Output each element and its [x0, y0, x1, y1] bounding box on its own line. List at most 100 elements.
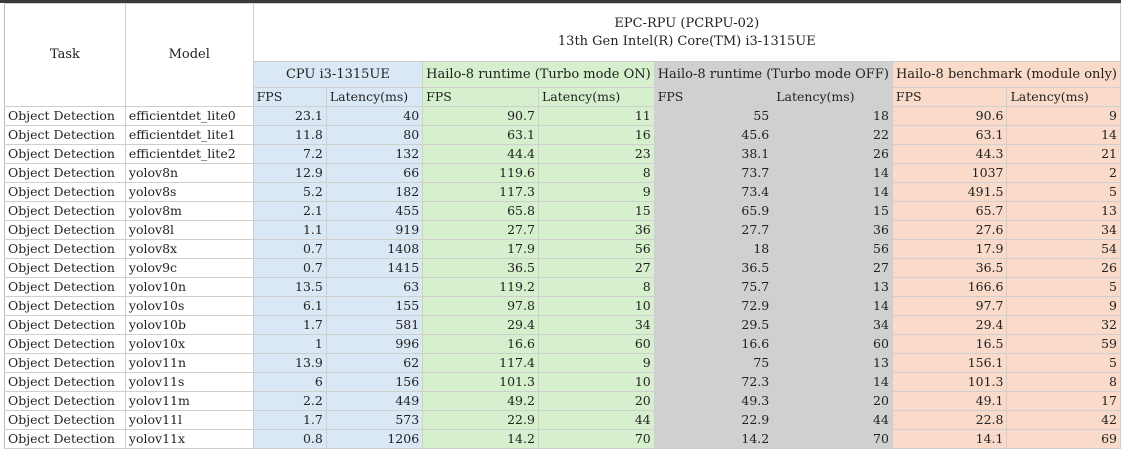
- cpu-latency-cell[interactable]: 182: [325, 182, 424, 202]
- turbo-on-fps-cell[interactable]: 49.2: [422, 391, 539, 411]
- benchmark-fps-cell[interactable]: 1037: [891, 163, 1008, 183]
- turbo-on-latency-cell[interactable]: 11: [537, 106, 655, 126]
- cpu-fps-cell[interactable]: 1: [252, 334, 327, 354]
- benchmark-latency-cell[interactable]: 2: [1006, 163, 1121, 183]
- model-cell[interactable]: yolov10x: [124, 334, 254, 354]
- turbo-on-fps-header[interactable]: FPS: [422, 87, 539, 107]
- task-cell[interactable]: Object Detection: [4, 182, 126, 202]
- model-cell[interactable]: yolov10n: [124, 277, 254, 297]
- benchmark-latency-cell[interactable]: 26: [1006, 258, 1121, 278]
- benchmark-fps-cell[interactable]: 49.1: [891, 391, 1008, 411]
- task-cell[interactable]: Object Detection: [4, 315, 126, 335]
- turbo-on-latency-cell[interactable]: 10: [537, 372, 655, 392]
- task-cell[interactable]: Object Detection: [4, 144, 126, 164]
- group-turbo-off[interactable]: Hailo-8 runtime (Turbo mode OFF): [653, 61, 893, 88]
- benchmark-fps-cell[interactable]: 101.3: [891, 372, 1008, 392]
- cpu-fps-cell[interactable]: 5.2: [252, 182, 327, 202]
- benchmark-fps-cell[interactable]: 156.1: [891, 353, 1008, 373]
- cpu-fps-cell[interactable]: 0.7: [252, 239, 327, 259]
- turbo-off-fps-cell[interactable]: 14.2: [653, 429, 774, 449]
- turbo-off-fps-cell[interactable]: 27.7: [653, 220, 774, 240]
- turbo-on-fps-cell[interactable]: 119.2: [422, 277, 539, 297]
- benchmark-latency-cell[interactable]: 34: [1006, 220, 1121, 240]
- benchmark-latency-header[interactable]: Latency(ms): [1006, 87, 1121, 107]
- benchmark-fps-cell[interactable]: 14.1: [891, 429, 1008, 449]
- turbo-off-latency-cell[interactable]: 22: [772, 125, 893, 145]
- benchmark-fps-cell[interactable]: 65.7: [891, 201, 1008, 221]
- task-cell[interactable]: Object Detection: [4, 163, 126, 183]
- turbo-on-latency-cell[interactable]: 20: [537, 391, 655, 411]
- model-cell[interactable]: yolov8l: [124, 220, 254, 240]
- cpu-latency-cell[interactable]: 132: [325, 144, 424, 164]
- benchmark-fps-cell[interactable]: 29.4: [891, 315, 1008, 335]
- benchmark-latency-cell[interactable]: 32: [1006, 315, 1121, 335]
- cpu-latency-cell[interactable]: 40: [325, 106, 424, 126]
- model-cell[interactable]: yolov11s: [124, 372, 254, 392]
- model-cell[interactable]: yolov11m: [124, 391, 254, 411]
- benchmark-fps-header[interactable]: FPS: [891, 87, 1008, 107]
- turbo-off-fps-header[interactable]: FPS: [653, 87, 774, 107]
- cpu-fps-cell[interactable]: 12.9: [252, 163, 327, 183]
- benchmark-latency-cell[interactable]: 14: [1006, 125, 1121, 145]
- benchmark-latency-cell[interactable]: 9: [1006, 296, 1121, 316]
- group-turbo-on[interactable]: Hailo-8 runtime (Turbo mode ON): [422, 61, 655, 88]
- cpu-latency-cell[interactable]: 919: [325, 220, 424, 240]
- turbo-on-latency-cell[interactable]: 23: [537, 144, 655, 164]
- turbo-off-latency-cell[interactable]: 20: [772, 391, 893, 411]
- model-cell[interactable]: yolov10b: [124, 315, 254, 335]
- benchmark-latency-cell[interactable]: 5: [1006, 353, 1121, 373]
- group-benchmark[interactable]: Hailo-8 benchmark (module only): [891, 61, 1121, 88]
- group-cpu[interactable]: CPU i3-1315UE: [252, 61, 424, 88]
- turbo-off-fps-cell[interactable]: 36.5: [653, 258, 774, 278]
- turbo-on-fps-cell[interactable]: 36.5: [422, 258, 539, 278]
- benchmark-fps-cell[interactable]: 27.6: [891, 220, 1008, 240]
- turbo-off-latency-cell[interactable]: 15: [772, 201, 893, 221]
- turbo-on-latency-cell[interactable]: 15: [537, 201, 655, 221]
- turbo-off-fps-cell[interactable]: 75: [653, 353, 774, 373]
- cpu-latency-cell[interactable]: 156: [325, 372, 424, 392]
- turbo-off-latency-cell[interactable]: 27: [772, 258, 893, 278]
- task-cell[interactable]: Object Detection: [4, 201, 126, 221]
- task-cell[interactable]: Object Detection: [4, 410, 126, 430]
- cpu-latency-cell[interactable]: 66: [325, 163, 424, 183]
- turbo-off-latency-cell[interactable]: 14: [772, 182, 893, 202]
- turbo-off-latency-cell[interactable]: 70: [772, 429, 893, 449]
- benchmark-latency-cell[interactable]: 59: [1006, 334, 1121, 354]
- cpu-latency-cell[interactable]: 996: [325, 334, 424, 354]
- model-cell[interactable]: yolov10s: [124, 296, 254, 316]
- cpu-fps-cell[interactable]: 6: [252, 372, 327, 392]
- model-cell[interactable]: yolov8s: [124, 182, 254, 202]
- cpu-fps-cell[interactable]: 2.1: [252, 201, 327, 221]
- turbo-off-latency-cell[interactable]: 36: [772, 220, 893, 240]
- turbo-on-fps-cell[interactable]: 29.4: [422, 315, 539, 335]
- turbo-off-fps-cell[interactable]: 65.9: [653, 201, 774, 221]
- cpu-latency-cell[interactable]: 581: [325, 315, 424, 335]
- model-cell[interactable]: yolov11l: [124, 410, 254, 430]
- model-cell[interactable]: yolov11n: [124, 353, 254, 373]
- task-cell[interactable]: Object Detection: [4, 106, 126, 126]
- cpu-latency-cell[interactable]: 80: [325, 125, 424, 145]
- task-cell[interactable]: Object Detection: [4, 391, 126, 411]
- turbo-off-fps-cell[interactable]: 75.7: [653, 277, 774, 297]
- cpu-latency-cell[interactable]: 62: [325, 353, 424, 373]
- model-cell[interactable]: yolov8m: [124, 201, 254, 221]
- task-cell[interactable]: Object Detection: [4, 334, 126, 354]
- cpu-fps-header[interactable]: FPS: [252, 87, 327, 107]
- turbo-off-latency-cell[interactable]: 14: [772, 296, 893, 316]
- turbo-on-fps-cell[interactable]: 27.7: [422, 220, 539, 240]
- turbo-off-fps-cell[interactable]: 72.3: [653, 372, 774, 392]
- cpu-fps-cell[interactable]: 2.2: [252, 391, 327, 411]
- turbo-on-fps-cell[interactable]: 14.2: [422, 429, 539, 449]
- turbo-on-latency-cell[interactable]: 9: [537, 353, 655, 373]
- cpu-latency-cell[interactable]: 155: [325, 296, 424, 316]
- cpu-fps-cell[interactable]: 13.5: [252, 277, 327, 297]
- header-task[interactable]: Task: [4, 3, 126, 107]
- cpu-fps-cell[interactable]: 0.7: [252, 258, 327, 278]
- cpu-fps-cell[interactable]: 6.1: [252, 296, 327, 316]
- model-cell[interactable]: efficientdet_lite1: [124, 125, 254, 145]
- benchmark-fps-cell[interactable]: 36.5: [891, 258, 1008, 278]
- turbo-off-latency-cell[interactable]: 60: [772, 334, 893, 354]
- benchmark-fps-cell[interactable]: 17.9: [891, 239, 1008, 259]
- turbo-on-latency-cell[interactable]: 56: [537, 239, 655, 259]
- turbo-off-latency-cell[interactable]: 13: [772, 353, 893, 373]
